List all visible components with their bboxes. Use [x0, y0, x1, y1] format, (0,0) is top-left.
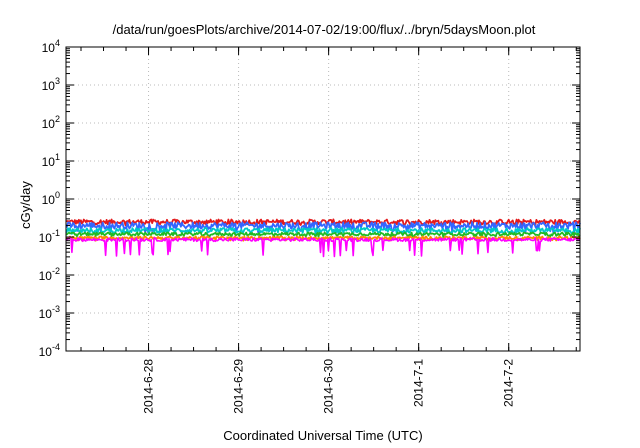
y-tick-label: 103	[42, 76, 60, 93]
x-tick-label: 2014-6-30	[322, 359, 336, 414]
x-tick-label: 2014-6-28	[142, 359, 156, 414]
x-tick-label: 2014-7-1	[412, 359, 426, 407]
y-tick-label: 102	[42, 114, 60, 131]
chart-title: /data/run/goesPlots/archive/2014-07-02/1…	[113, 22, 536, 37]
x-axis: 2014-6-28 2014-6-29 2014-6-30 2014-7-1 2014-…	[80, 47, 577, 414]
x-tick-label: 2014-7-2	[502, 359, 516, 407]
x-axis-title: Coordinated Universal Time (UTC)	[223, 428, 422, 443]
x-tick-label: 2014-6-29	[232, 359, 246, 414]
y-tick-label: 101	[42, 152, 60, 169]
series-layer	[65, 218, 581, 258]
y-tick-label: 104	[42, 38, 60, 55]
series-line-6	[65, 237, 581, 258]
grid-lines	[66, 47, 580, 351]
y-axis-title: cGy/day	[18, 181, 33, 229]
y-tick-label: 100	[42, 190, 60, 207]
y-tick-label: 10-4	[39, 342, 60, 359]
series-line-3	[65, 227, 581, 235]
series-line-4	[65, 231, 581, 238]
y-tick-label: 10-2	[39, 266, 60, 283]
y-axis: 10-4 10-3 10-2 10-1 100 101 102 103 104	[39, 38, 580, 359]
y-tick-label: 10-3	[39, 304, 60, 321]
y-tick-label: 10-1	[39, 228, 60, 245]
